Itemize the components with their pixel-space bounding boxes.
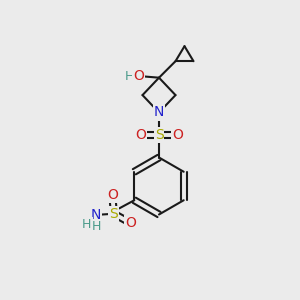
Text: N: N: [154, 106, 164, 119]
Text: H: H: [82, 218, 92, 231]
Text: O: O: [135, 128, 146, 142]
Text: O: O: [125, 216, 136, 230]
Text: N: N: [90, 208, 101, 222]
Text: O: O: [107, 188, 118, 202]
Text: S: S: [154, 128, 164, 142]
Text: S: S: [110, 207, 118, 221]
Text: O: O: [134, 69, 144, 83]
Text: H: H: [92, 220, 101, 233]
Text: H: H: [124, 70, 134, 83]
Text: O: O: [172, 128, 183, 142]
